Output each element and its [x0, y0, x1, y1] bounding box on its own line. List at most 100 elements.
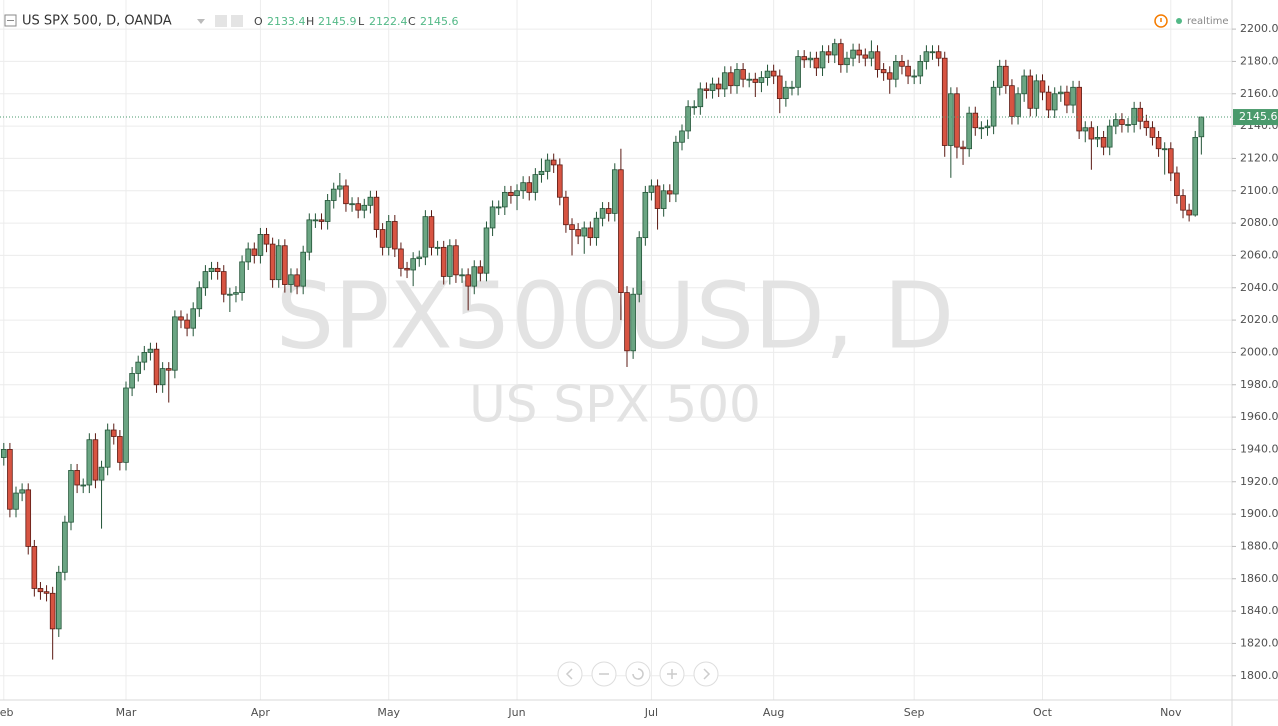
candle-body: [874, 51, 881, 70]
symbol-title[interactable]: US SPX 500, D, OANDA: [22, 14, 172, 29]
candle-body: [55, 571, 62, 630]
candle-body: [734, 69, 740, 87]
close-value: 2145.6: [420, 15, 459, 28]
candle-body: [74, 470, 80, 486]
candle-body: [184, 319, 190, 329]
candle-body: [251, 248, 258, 256]
candle-body: [917, 61, 924, 77]
candle-body: [300, 251, 306, 287]
close-label: C: [408, 15, 416, 28]
candle-body: [1051, 93, 1058, 111]
y-tick-label: 2200.0: [1240, 22, 1278, 35]
settings-button-2[interactable]: [231, 15, 243, 27]
y-tick-label: 1980.0: [1240, 378, 1278, 391]
watermark-subtitle: US SPX 500: [469, 376, 761, 434]
candle-body: [1167, 148, 1174, 174]
candle-body: [489, 206, 496, 229]
candle-body: [618, 169, 624, 294]
candle-body: [954, 93, 960, 148]
candle-body: [544, 159, 551, 172]
candle-body: [92, 439, 99, 481]
candle-body: [844, 57, 850, 66]
candle-body: [709, 83, 716, 91]
candle-body: [257, 234, 264, 256]
candle-body: [978, 127, 985, 130]
candle-body: [624, 292, 630, 352]
scroll-left-button[interactable]: [557, 661, 583, 687]
candle-body: [385, 221, 392, 248]
candle-body: [123, 387, 129, 463]
price-label: 2145.6: [1239, 110, 1278, 123]
candle-body: [996, 65, 1003, 88]
y-tick-label: 1920.0: [1240, 475, 1278, 488]
candle-body: [1149, 127, 1156, 138]
candle-body: [214, 267, 221, 272]
candle-body: [1003, 65, 1009, 87]
candle-body: [337, 185, 343, 190]
candle-body: [434, 246, 441, 249]
candle-body: [1070, 86, 1076, 106]
candle-body: [666, 190, 673, 195]
candle-body: [868, 51, 875, 59]
warning-icon[interactable]: [1154, 14, 1168, 28]
candle-body: [1180, 195, 1186, 211]
candle-body: [819, 51, 826, 69]
candle-body: [233, 292, 239, 295]
y-tick-label: 2180.0: [1240, 54, 1278, 67]
candle-body: [770, 70, 777, 77]
candle-body: [367, 196, 374, 206]
candle-body: [935, 51, 942, 59]
candle-body: [495, 206, 502, 209]
y-tick-label: 2020.0: [1240, 313, 1278, 326]
candle-body: [630, 293, 636, 352]
header: US SPX 500, D, OANDA O 2133.4 H 2145.9 L…: [4, 14, 1229, 29]
candle-body: [929, 51, 936, 54]
y-tick-label: 2080.0: [1240, 216, 1278, 229]
candle-body: [1021, 75, 1027, 95]
candle-body: [49, 592, 56, 630]
candle-body: [68, 470, 74, 523]
settings-button[interactable]: [215, 15, 227, 27]
candle-body: [825, 51, 832, 56]
candle-body: [0, 449, 7, 458]
candle-body: [1174, 172, 1180, 197]
candle-body: [62, 521, 68, 573]
candle-body: [404, 267, 410, 271]
y-tick-label: 2100.0: [1240, 184, 1278, 197]
low-value: 2122.4: [369, 15, 408, 28]
candle-body: [196, 287, 203, 310]
candle-body: [911, 75, 917, 78]
candle-body: [715, 83, 722, 90]
x-tick-label: Jun: [507, 706, 525, 719]
candle-body: [648, 185, 655, 193]
candle-body: [117, 436, 123, 463]
candle-body: [104, 429, 111, 468]
nav-icons: [565, 668, 711, 680]
candle-body: [587, 227, 594, 239]
candle-body: [269, 243, 276, 281]
candle-body: [324, 200, 331, 222]
candle-body: [245, 248, 251, 263]
y-tick-label: 2000.0: [1240, 345, 1278, 358]
symbol-dropdown[interactable]: [197, 19, 205, 24]
candle-body: [581, 227, 588, 237]
x-tick-label: May: [377, 706, 400, 719]
candle-body: [520, 182, 526, 192]
candle-body: [685, 106, 691, 132]
candle-body: [263, 234, 270, 245]
candle-body: [550, 159, 557, 166]
candle-body: [831, 43, 838, 56]
candle-body: [538, 170, 545, 175]
y-tick-label: 2160.0: [1240, 87, 1278, 100]
candle-body: [343, 185, 349, 205]
candle-body: [789, 86, 795, 89]
y-tick-label: 2120.0: [1240, 151, 1278, 164]
candle-body: [984, 125, 991, 129]
candle-body: [98, 466, 105, 481]
scroll-right-button[interactable]: [693, 661, 719, 687]
candle-body: [1076, 86, 1082, 132]
candle-body: [563, 196, 569, 226]
candle-body: [227, 293, 233, 296]
reset-button[interactable]: [625, 661, 651, 687]
candle-body: [1125, 124, 1131, 126]
